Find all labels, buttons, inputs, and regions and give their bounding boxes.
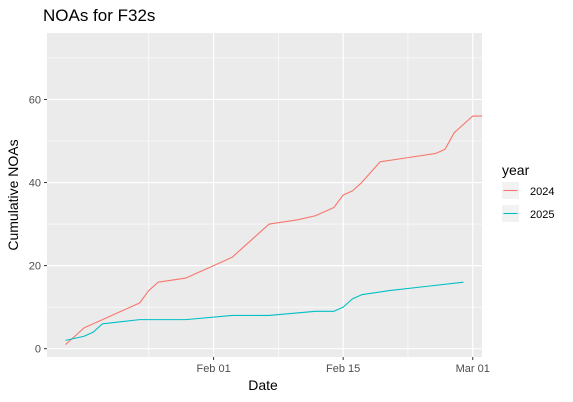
x-axis: Feb 01 Feb 15 Mar 01: [196, 357, 490, 375]
plot-panel: [47, 33, 482, 357]
legend-label-2024: 2024: [530, 186, 554, 198]
minor-grid: [47, 33, 482, 357]
legend: year 2024 2025: [502, 162, 554, 222]
y-tick-label: 60: [29, 94, 41, 106]
legend-title: year: [502, 162, 530, 178]
legend-label-2025: 2025: [530, 209, 554, 221]
x-tick-label: Feb 15: [326, 363, 360, 375]
y-tick-label: 40: [29, 178, 41, 190]
y-axis: 0 20 40 60: [29, 94, 47, 356]
series-layer: [65, 115, 482, 345]
y-axis-title: Cumulative NOAs: [5, 139, 21, 250]
series-line-2025: [65, 281, 464, 341]
x-tick-label: Mar 01: [456, 363, 490, 375]
series-line-2024: [65, 115, 482, 345]
y-tick-label: 20: [29, 261, 41, 273]
y-tick-label: 0: [35, 344, 41, 356]
x-axis-title: Date: [248, 377, 278, 393]
chart-title: NOAs for F32s: [43, 6, 155, 25]
x-tick-label: Feb 01: [196, 363, 230, 375]
